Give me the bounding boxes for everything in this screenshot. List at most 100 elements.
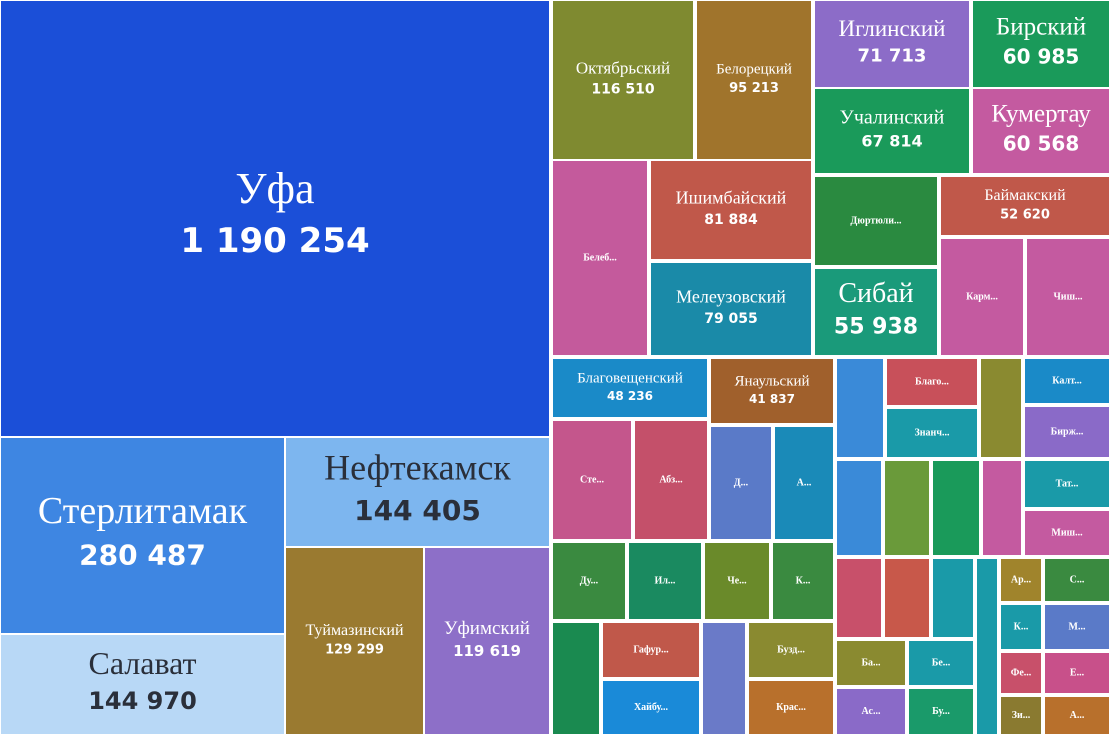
tile-label: Е... — [1070, 667, 1085, 678]
tile — [813, 267, 939, 357]
tile — [1023, 459, 1110, 509]
tile-label: Бузд... — [777, 644, 805, 655]
tile-label: Ишимбайский — [676, 188, 787, 208]
tile — [999, 557, 1043, 603]
tile — [709, 357, 835, 425]
tile-label: Ба... — [861, 657, 881, 668]
tile — [284, 436, 551, 548]
tile-label: Сибай — [838, 278, 913, 309]
tile-value: 119 619 — [453, 642, 521, 660]
tile — [747, 621, 835, 679]
tile-label: Баймакский — [984, 187, 1066, 204]
tile-label: Учалинский — [840, 107, 945, 129]
tile-label: Октябрьский — [576, 58, 670, 77]
tile — [979, 357, 1023, 459]
tile-value: 71 713 — [858, 46, 927, 67]
tile-label: С... — [1070, 574, 1085, 585]
tile-value: 1 190 254 — [180, 221, 369, 261]
tile-label: Хайбу... — [634, 702, 669, 713]
tile — [551, 357, 709, 419]
tile — [999, 603, 1043, 651]
tile — [975, 557, 999, 735]
tile — [835, 459, 883, 557]
tile — [709, 425, 773, 541]
tile — [931, 557, 975, 639]
tile-label: Салават — [88, 645, 196, 681]
tile-label: Калт... — [1052, 375, 1082, 386]
tile — [649, 261, 813, 357]
tile — [885, 357, 979, 407]
tile — [0, 436, 286, 635]
tile — [633, 419, 709, 541]
tile-label: Карм... — [966, 291, 998, 302]
tile — [773, 425, 835, 541]
tile-label: Бирж... — [1051, 426, 1084, 437]
tile-label: Иглинский — [839, 16, 946, 41]
tile — [883, 557, 931, 639]
tile — [907, 687, 975, 735]
tile-label: Ил... — [655, 575, 676, 586]
tile-value: 67 814 — [861, 132, 922, 151]
tile-label: К... — [1014, 621, 1029, 632]
tile-value: 55 938 — [834, 314, 918, 339]
tile-label: Белорецкий — [716, 62, 792, 78]
tile-value: 52 620 — [1000, 207, 1050, 222]
tile — [695, 0, 813, 161]
tile — [627, 541, 703, 621]
tile-label: Тат... — [1056, 478, 1079, 489]
tile-label: Белеб... — [583, 252, 617, 263]
tile-label: Дюртюли... — [850, 215, 902, 226]
tile — [939, 175, 1110, 237]
tile — [1043, 695, 1110, 735]
tile-label: Крас... — [776, 702, 806, 713]
tile — [649, 159, 813, 261]
tile-value: 48 236 — [607, 389, 653, 403]
tile — [885, 407, 979, 459]
tile — [931, 459, 981, 557]
tile — [813, 0, 971, 89]
tile — [971, 0, 1110, 89]
tile-label: Туймазинский — [305, 622, 404, 639]
tile — [1043, 651, 1110, 695]
tile — [771, 541, 835, 621]
tile — [981, 459, 1023, 557]
tile-label: Бирский — [996, 14, 1086, 41]
tile — [835, 687, 907, 735]
tile-label: Сте... — [580, 474, 604, 485]
tile-label: Гафур... — [633, 644, 669, 655]
tile-label: М... — [1069, 621, 1086, 632]
tile-label: Ас... — [862, 706, 881, 717]
tile — [813, 175, 939, 267]
tile — [423, 546, 551, 735]
tile-label: Миш... — [1051, 527, 1083, 538]
tile-value: 95 213 — [729, 81, 779, 96]
tile — [551, 541, 627, 621]
tile-label: Ар... — [1011, 574, 1032, 585]
tile — [1023, 509, 1110, 557]
tile — [835, 639, 907, 687]
tile — [0, 0, 551, 438]
tile-label: Мелеузовский — [676, 287, 786, 307]
tile-label: Чиш... — [1053, 291, 1083, 302]
tile — [601, 679, 701, 735]
tile-label: Кумертау — [991, 101, 1091, 128]
tile — [551, 419, 633, 541]
tile-label: К... — [796, 575, 811, 586]
tile-label: Бу... — [932, 706, 950, 717]
tile — [1023, 357, 1110, 405]
tile — [284, 546, 425, 735]
tile-label: Стерлитамак — [38, 490, 248, 532]
tile-label: Абз... — [659, 474, 683, 485]
tile-label: Уфимский — [444, 618, 530, 639]
tile-label: Уфа — [235, 164, 314, 213]
tile — [747, 679, 835, 735]
tile-label: А... — [1070, 710, 1085, 721]
tile — [1023, 405, 1110, 459]
tile — [999, 695, 1043, 735]
tile — [939, 237, 1025, 357]
tile — [907, 639, 975, 687]
tile-label: Благовещенский — [577, 370, 683, 386]
tile-value: 41 837 — [749, 392, 795, 406]
tile — [813, 87, 971, 175]
